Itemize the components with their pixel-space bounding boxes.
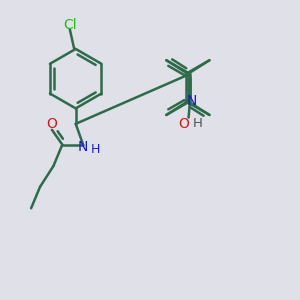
Text: H: H bbox=[193, 117, 202, 130]
Text: H: H bbox=[91, 142, 100, 156]
Text: O: O bbox=[46, 117, 57, 131]
Text: N: N bbox=[187, 94, 197, 108]
Text: Cl: Cl bbox=[63, 18, 76, 32]
Text: O: O bbox=[178, 116, 190, 130]
Text: N: N bbox=[78, 140, 88, 154]
